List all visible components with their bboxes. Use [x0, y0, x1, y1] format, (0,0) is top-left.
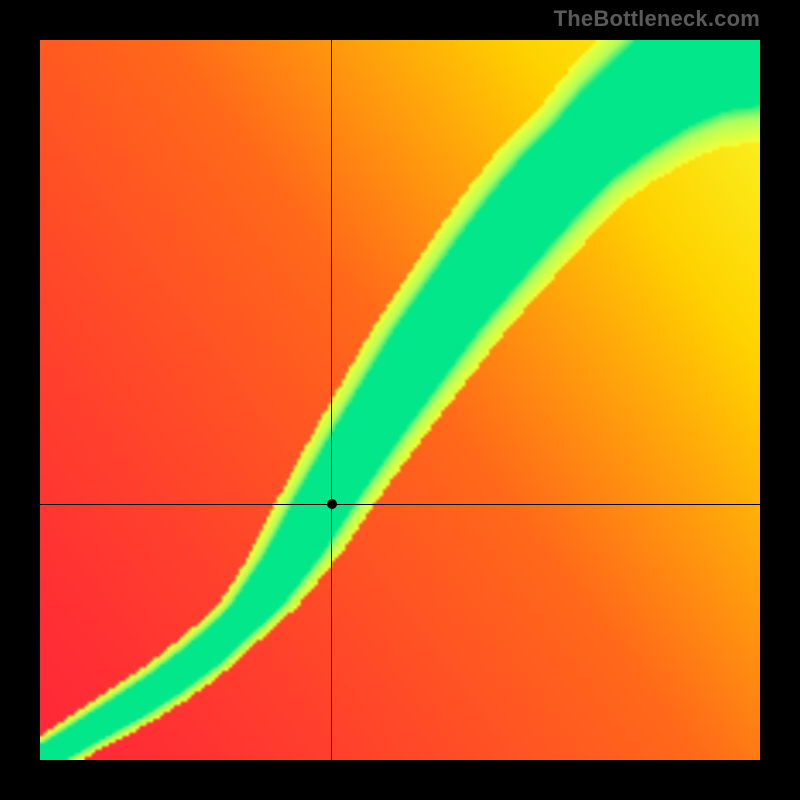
heatmap-canvas [40, 40, 760, 760]
crosshair-horizontal [40, 504, 760, 505]
watermark-text: TheBottleneck.com [554, 6, 760, 32]
crosshair-marker [327, 499, 337, 509]
plot-area [40, 40, 760, 760]
crosshair-vertical [331, 40, 332, 760]
chart-frame: TheBottleneck.com [0, 0, 800, 800]
